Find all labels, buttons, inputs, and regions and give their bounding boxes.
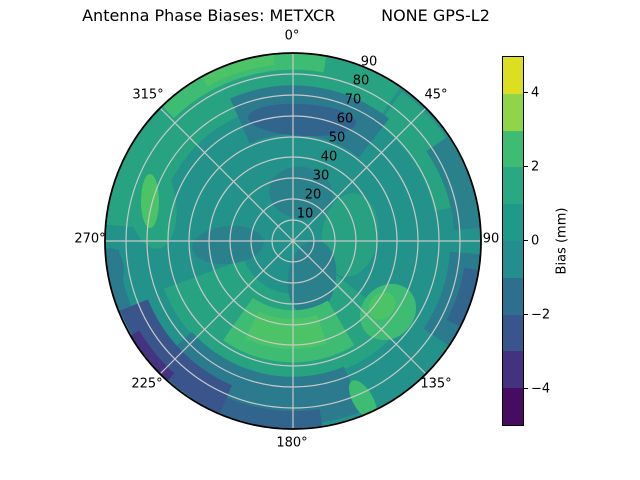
colorbar-band xyxy=(503,57,523,94)
colorbar-band xyxy=(503,93,523,131)
colorbar-tick-n2: −2 xyxy=(531,307,551,323)
theta-label-180: 180° xyxy=(276,435,308,451)
contour-region xyxy=(202,55,275,87)
r-label-10: 10 xyxy=(296,206,314,222)
colorbar-tickmark xyxy=(524,314,528,316)
r-label-90: 90 xyxy=(360,54,378,70)
colorbar-tickmark xyxy=(524,240,528,242)
colorbar-axis-label: Bias (mm) xyxy=(554,207,570,275)
colorbar-band xyxy=(503,167,523,205)
colorbar-band xyxy=(503,388,523,425)
polar-grid xyxy=(105,53,481,429)
colorbar xyxy=(502,56,524,426)
r-label-80: 80 xyxy=(352,73,370,89)
colorbar-band xyxy=(503,314,523,352)
colorbar-tick-2: 2 xyxy=(531,159,540,175)
theta-label-90: 90 xyxy=(482,231,500,247)
colorbar-tickmark xyxy=(524,166,528,168)
contour-region xyxy=(105,249,133,315)
contour-region xyxy=(423,251,480,346)
contour-region xyxy=(321,193,379,277)
colorbar-band xyxy=(503,130,523,168)
contour-region xyxy=(426,136,480,231)
contour-region xyxy=(446,267,478,327)
r-label-20: 20 xyxy=(304,187,322,203)
contour-region xyxy=(368,292,396,320)
colorbar-tickmark xyxy=(524,92,528,94)
theta-label-45: 45° xyxy=(424,87,448,103)
contour-region xyxy=(248,103,356,137)
colorbar-band xyxy=(503,277,523,315)
r-label-60: 60 xyxy=(336,111,354,127)
theta-label-0: 0° xyxy=(284,28,300,44)
plot-title: Antenna Phase Biases: METXCR NONE GPS-L2 xyxy=(82,6,490,25)
colorbar-band xyxy=(503,204,523,241)
contour-region xyxy=(141,174,159,228)
colorbar-tick-0: 0 xyxy=(531,233,540,249)
theta-label-270: 270° xyxy=(74,231,106,247)
r-label-70: 70 xyxy=(344,92,362,108)
contour-region xyxy=(245,311,327,349)
theta-label-225: 225° xyxy=(131,376,163,392)
polar-spine xyxy=(104,52,482,430)
colorbar-band xyxy=(503,240,523,278)
r-label-50: 50 xyxy=(328,130,346,146)
contour-region xyxy=(130,330,175,381)
contour-region xyxy=(120,299,233,413)
r-label-30: 30 xyxy=(312,168,330,184)
colorbar-tick-4: 4 xyxy=(531,85,540,101)
r-label-40: 40 xyxy=(320,149,338,165)
colorbar-tick-n4: −4 xyxy=(531,381,551,397)
theta-label-315: 315° xyxy=(132,87,164,103)
theta-label-135: 135° xyxy=(420,376,452,392)
contour-region xyxy=(349,380,377,420)
colorbar-tickmark xyxy=(524,388,528,390)
colorbar-band xyxy=(503,351,523,389)
